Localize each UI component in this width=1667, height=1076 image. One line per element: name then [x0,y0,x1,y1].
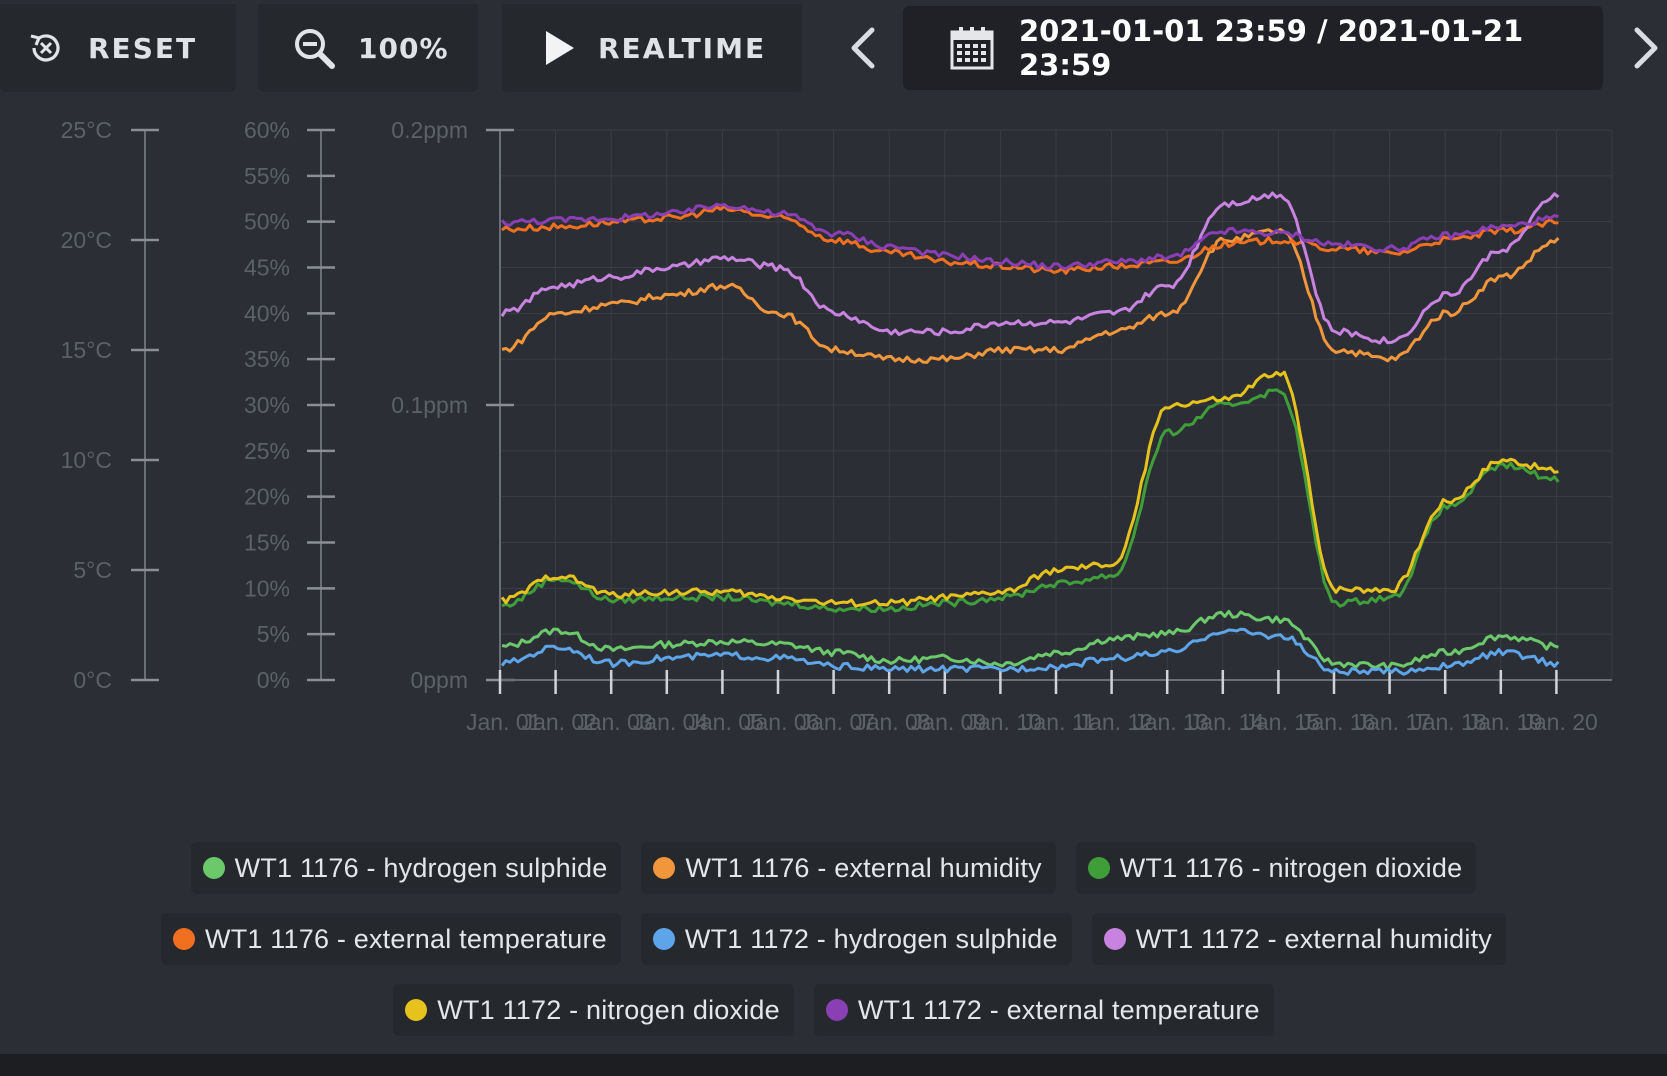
axis-tick-label: 10% [244,575,290,601]
legend-label: WT1 1176 - external temperature [205,923,607,954]
legend-item[interactable]: WT1 1172 - hydrogen sulphide [640,913,1072,965]
legend-row: WT1 1172 - nitrogen dioxide WT1 1172 - e… [0,984,1667,1036]
series-line [500,202,1559,271]
chevron-left-icon [851,27,875,69]
zoom-level: 100% [358,31,449,65]
date-range-picker[interactable]: 2021-01-01 23:59 / 2021-01-21 23:59 [903,6,1603,90]
legend-dot [405,999,428,1021]
legend-item[interactable]: WT1 1176 - hydrogen sulphide [190,842,622,894]
legend-item[interactable]: WT1 1172 - nitrogen dioxide [393,984,794,1036]
series-line [500,370,1559,608]
legend-label: WT1 1172 - nitrogen dioxide [437,994,780,1025]
x-tick-label: Jan. 04 [633,709,709,735]
toolbar: RESET 100% REALTIME [0,0,1667,98]
series-line [501,388,1560,613]
axis-tick-label: 25% [244,438,290,464]
realtime-label: REALTIME [598,31,767,65]
reset-button[interactable]: RESET [0,4,236,92]
x-tick-label: Jan. 16 [1300,709,1375,735]
x-tick-label: Jan. 12 [1078,709,1153,735]
axis-tick-label: 0ppm [410,667,468,693]
x-tick-label: Jan. 09 [911,709,986,735]
legend-dot [1087,857,1110,879]
legend-label: WT1 1172 - external temperature [857,994,1260,1025]
x-tick-label: Jan. 11 [1022,709,1096,735]
x-tick-label: Jan. 19 [1467,709,1542,735]
x-tick-label: Jan. 18 [1411,709,1486,735]
axis-tick-label: 0.1ppm [391,392,468,418]
axis-tick-label: 35% [244,346,290,372]
x-tick-label: Jan. 17 [1356,709,1431,735]
axis-tick-label: 20°C [61,227,112,253]
zoom-out-icon [292,26,336,70]
legend-dot [1103,928,1126,950]
x-tick-label: Jan. 03 [577,709,652,735]
legend-label: WT1 1176 - nitrogen dioxide [1119,852,1463,883]
axis-tick-label: 30% [244,392,290,418]
play-icon [542,29,576,67]
calendar-icon [949,25,995,71]
legend-label: WT1 1176 - external humidity [685,852,1042,883]
reset-label: RESET [88,31,198,65]
legend-dot [825,999,848,1021]
x-tick-label: Jan. 07 [800,709,875,735]
axis-tick-label: 10°C [61,447,112,473]
date-range-text: 2021-01-01 23:59 / 2021-01-21 23:59 [1019,14,1524,82]
line-chart[interactable]: 0°C 5°C 10°C 15°C 20°C 25°C 0% 5% 10% 15% 20% 25% 30… [0,98,1667,798]
legend-item[interactable]: WT1 1176 - external temperature [161,913,621,965]
legend-label: WT1 1176 - hydrogen sulphide [234,852,608,883]
axis-tick-label: 45% [244,255,290,281]
legend-row: WT1 1176 - external temperature WT1 1172… [0,913,1667,965]
x-tick-label: Jan. 01 [466,709,541,735]
x-tick-label: Jan. 05 [688,709,763,735]
series-line [500,191,1560,345]
previous-range-button[interactable] [838,18,888,78]
bottom-bar [0,1054,1667,1076]
axis-tick-label: 0.2ppm [391,117,468,143]
axis-tick-label: 20% [244,484,290,510]
axis-tick-label: 15% [244,530,290,556]
chevron-right-icon [1634,27,1658,69]
next-range-button[interactable] [1626,18,1666,78]
legend-dot [652,928,675,950]
legend-row: WT1 1176 - hydrogen sulphide WT1 1176 - … [0,842,1667,894]
legend-label: WT1 1172 - external humidity [1135,923,1492,954]
legend-dot [202,857,225,879]
axis-tick-label: 40% [244,300,290,326]
x-tick-label: Jan. 14 [1189,709,1265,735]
legend-dot [173,928,196,950]
x-tick-label: Jan. 13 [1133,709,1208,735]
legend-item[interactable]: WT1 1172 - external humidity [1091,913,1506,965]
series-line [500,627,1560,676]
legend-item[interactable]: WT1 1176 - external humidity [641,842,1056,894]
axis-tick-label: 15°C [61,337,112,363]
legend-item[interactable]: WT1 1172 - external temperature [813,984,1274,1036]
zoom-button[interactable]: 100% [258,4,478,92]
axis-tick-label: 5% [257,621,290,647]
x-tick-label: Jan. 15 [1244,709,1319,735]
x-tick-label: Jan. 06 [744,709,819,735]
reset-icon [26,28,66,68]
x-tick-label: Jan. 20 [1522,709,1597,735]
x-tick-label: Jan. 10 [966,709,1041,735]
axis-tick-label: 50% [244,209,290,235]
x-tick-label: Jan. 08 [855,709,930,735]
axis-tick-label: 5°C [73,557,112,583]
axis-tick-label: 0% [257,667,290,693]
series-line [501,609,1559,671]
axis-tick-label: 55% [244,163,290,189]
legend-label: WT1 1172 - hydrogen sulphide [684,923,1058,954]
axis-tick-label: 60% [244,117,290,143]
axis-tick-label: 25°C [61,117,112,143]
legend-dot [653,857,676,879]
axis-tick-label: 0°C [73,667,112,693]
realtime-button[interactable]: REALTIME [502,4,802,92]
x-tick-label: Jan. 02 [522,709,597,735]
legend-item[interactable]: WT1 1176 - nitrogen dioxide [1075,842,1477,894]
series-line [501,228,1560,364]
